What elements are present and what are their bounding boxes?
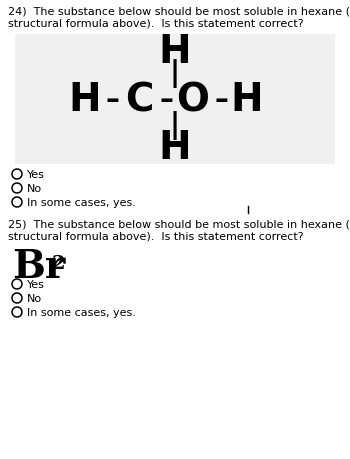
Text: No: No — [27, 293, 42, 303]
Text: –: – — [214, 86, 228, 114]
Text: 25)  The substance below should be most soluble in hexane (See hexane's: 25) The substance below should be most s… — [8, 219, 350, 230]
Text: |: | — [170, 111, 180, 140]
Text: H: H — [69, 81, 101, 119]
Text: H: H — [231, 81, 263, 119]
Text: O: O — [176, 81, 210, 119]
Text: |: | — [170, 59, 180, 88]
Text: No: No — [27, 184, 42, 194]
Text: –: – — [159, 86, 173, 114]
Text: C: C — [125, 81, 153, 119]
Text: H: H — [159, 129, 191, 167]
Text: structural formula above).  Is this statement correct?: structural formula above). Is this state… — [8, 231, 304, 241]
Text: In some cases, yes.: In some cases, yes. — [27, 197, 136, 207]
Text: Yes: Yes — [27, 280, 45, 289]
Text: 2: 2 — [52, 254, 65, 272]
Text: structural formula above).  Is this statement correct?: structural formula above). Is this state… — [8, 19, 304, 29]
FancyBboxPatch shape — [15, 35, 335, 165]
Text: H: H — [159, 33, 191, 71]
Text: –: – — [105, 86, 119, 114]
Text: 24)  The substance below should be most soluble in hexane (See hexane's: 24) The substance below should be most s… — [8, 7, 350, 17]
Text: Yes: Yes — [27, 170, 45, 179]
Text: In some cases, yes.: In some cases, yes. — [27, 308, 136, 317]
Text: Br: Br — [12, 247, 65, 285]
